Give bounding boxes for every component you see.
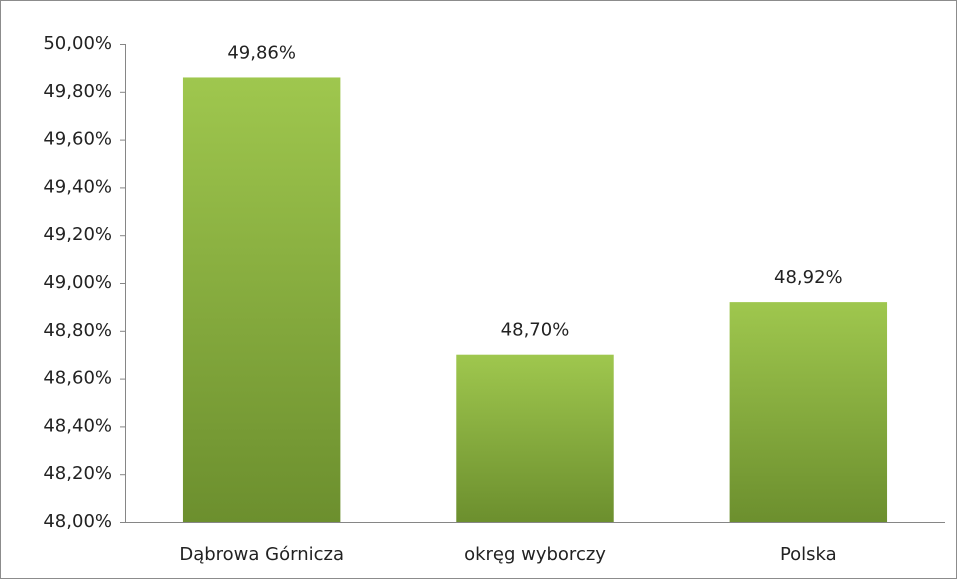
bar <box>182 77 341 523</box>
bar <box>729 302 888 522</box>
y-tick-label: 48,00% <box>43 511 112 532</box>
y-tick-label: 49,20% <box>43 224 112 245</box>
x-tick-label: Polska <box>780 544 837 565</box>
y-tick-label: 49,60% <box>43 129 112 150</box>
data-label: 48,70% <box>501 320 570 341</box>
y-tick-label: 50,00% <box>43 33 112 54</box>
y-tick-label: 49,80% <box>43 81 112 102</box>
x-tick-label: okręg wyborczy <box>464 544 606 565</box>
y-tick-label: 48,80% <box>43 320 112 341</box>
data-label: 48,92% <box>774 267 843 288</box>
y-tick-label: 48,60% <box>43 368 112 389</box>
y-tick-label: 48,20% <box>43 463 112 484</box>
data-label: 49,86% <box>227 42 296 63</box>
y-tick-label: 48,40% <box>43 415 112 436</box>
x-tick-label: Dąbrowa Górnicza <box>179 544 344 565</box>
y-tick-label: 49,40% <box>43 176 112 197</box>
y-tick-label: 49,00% <box>43 272 112 293</box>
bar <box>456 354 614 522</box>
